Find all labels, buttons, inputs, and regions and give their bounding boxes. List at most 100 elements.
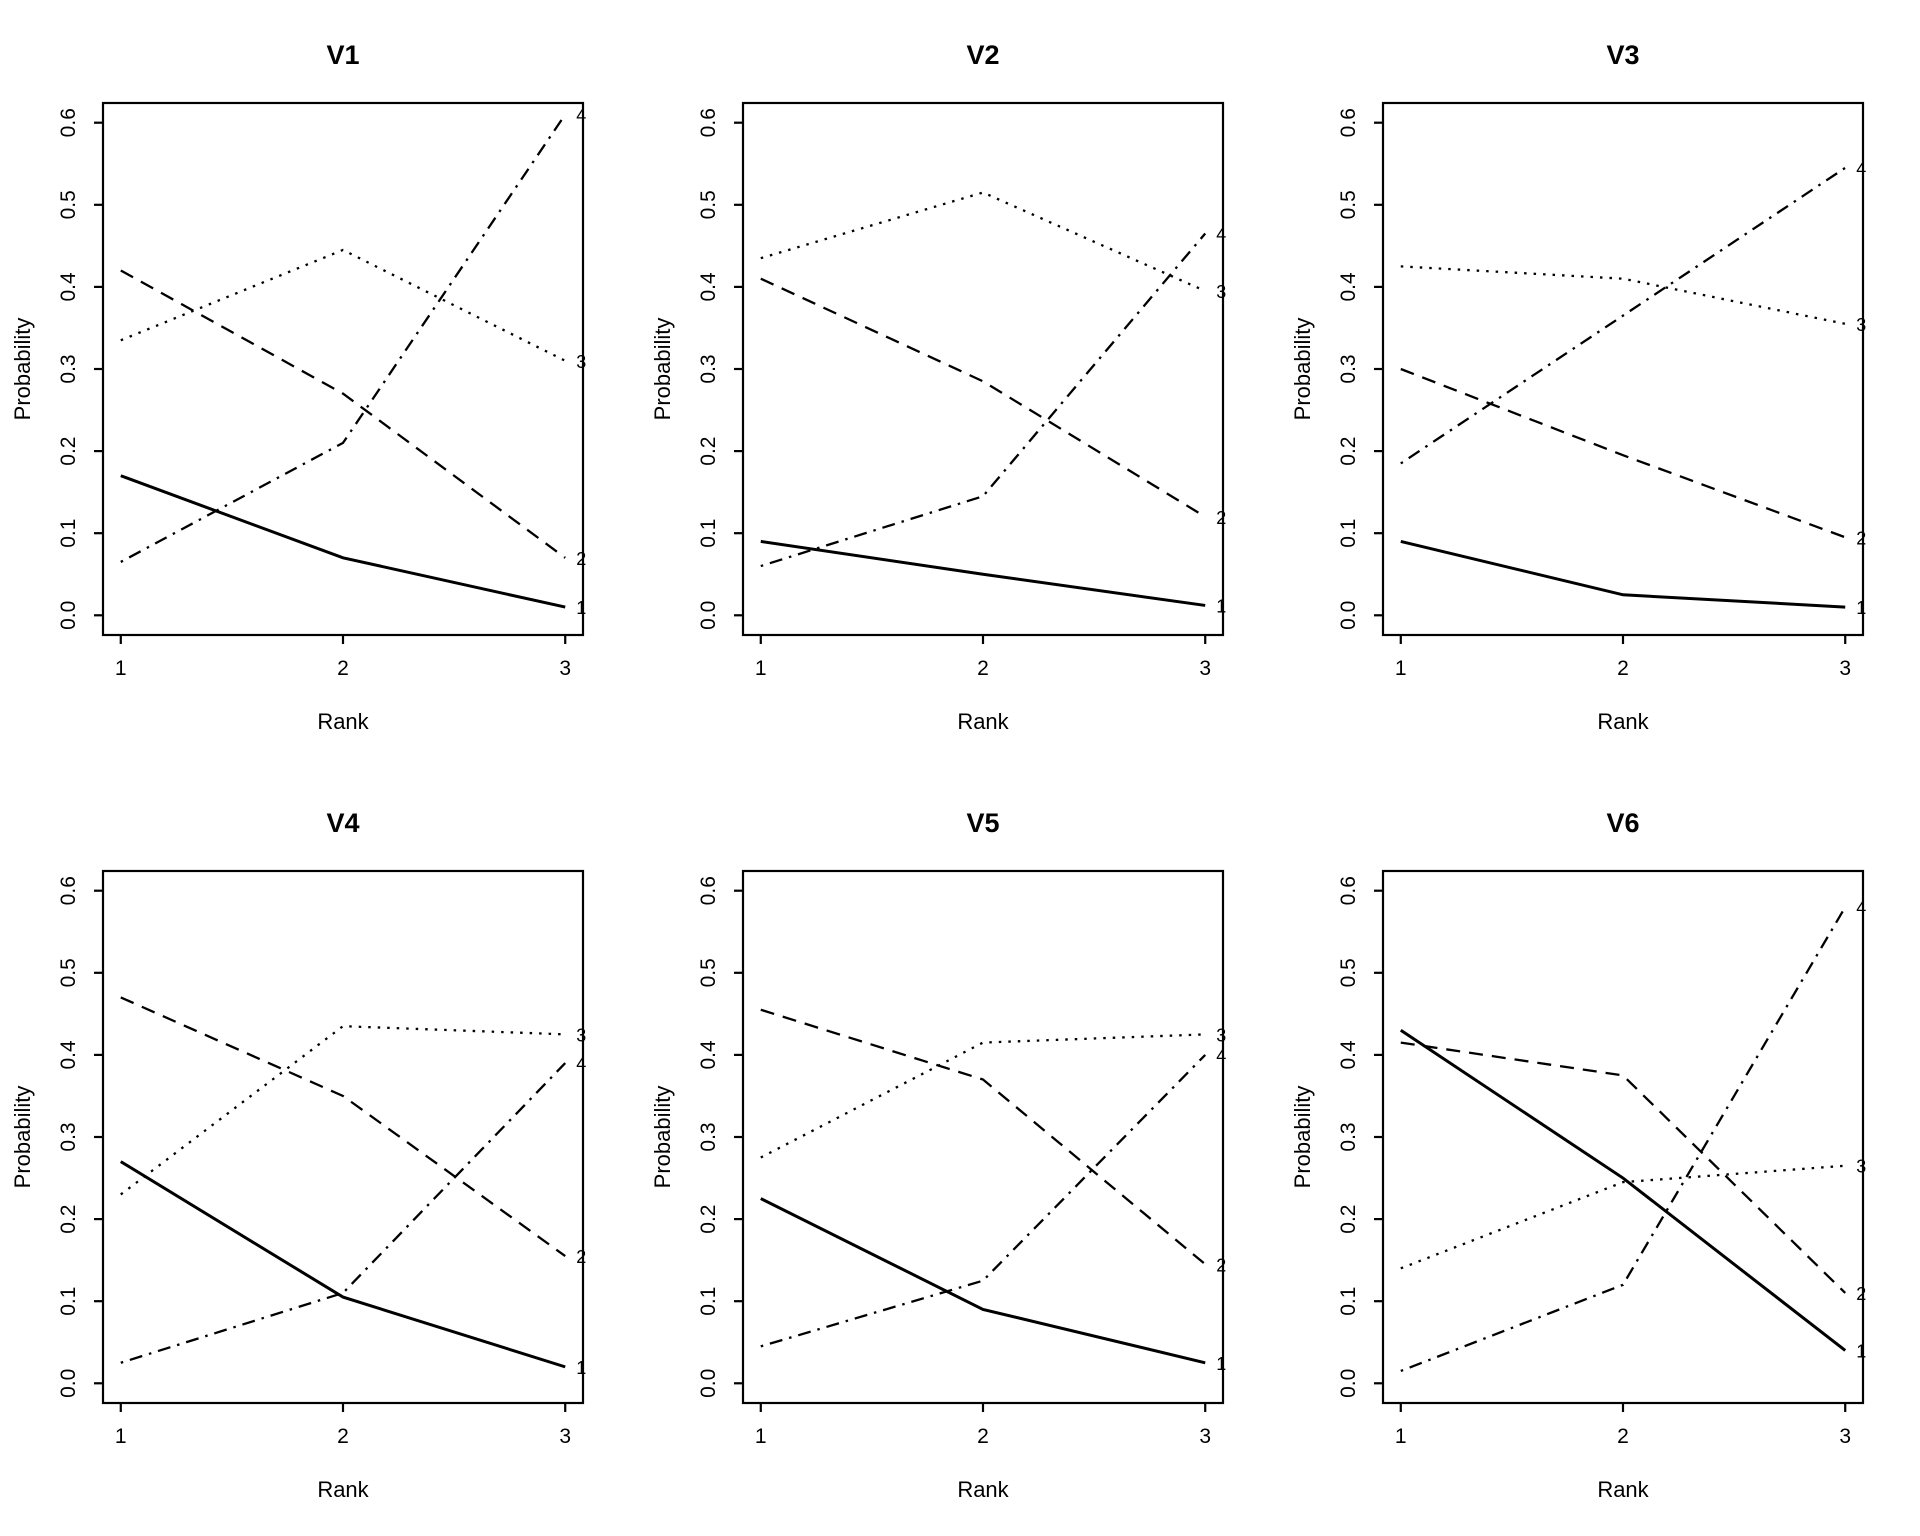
y-axis-label-v2: Probability [650,318,675,421]
x-tick-label-v2-2: 2 [977,657,989,680]
plot-box-v5 [741,869,1225,1405]
series-end-label-v2-2: 2 [1216,508,1226,528]
y-tick-label-v5-0.2: 0.2 [697,1204,720,1233]
chart-title-v4: V4 [326,808,359,838]
y-tick-label-v1-0.6: 0.6 [57,108,80,137]
series-line-v1-1 [120,474,566,609]
series-end-label-v3-1: 1 [1856,598,1866,618]
y-tick-label-v1-0.3: 0.3 [57,354,80,383]
y-tick-label-v2-0.4: 0.4 [697,272,720,302]
x-axis-label-v3: Rank [1597,709,1649,734]
series-end-label-v1-4: 4 [576,105,586,125]
series-end-label-v6-3: 3 [1856,1157,1866,1177]
y-tick-label-v4-0.5: 0.5 [57,958,80,987]
y-tick-label-v4-0.1: 0.1 [57,1287,80,1316]
series-end-label-v5-2: 2 [1216,1255,1226,1275]
y-tick-label-v5-0.1: 0.1 [697,1287,720,1316]
series-end-label-v2-1: 1 [1216,596,1226,616]
series-line-v6-1 [1399,1029,1847,1352]
y-tick-label-v2-0.1: 0.1 [697,519,720,548]
series-line-v3-1 [1400,539,1846,609]
series-line-v6-3 [1400,1164,1846,1270]
chart-title-v5: V5 [966,808,999,838]
series-line-v6-2 [1400,1041,1847,1294]
panel-v4: V4 0.0 0.1 0.2 0.3 0.4 0.5 0.6 1 2 3 Rank Probabilit… [0,768,640,1536]
chart-v6: V6 0.0 0.1 0.2 0.3 0.4 0.5 0.6 1 2 3 Rank Probabilit… [1290,808,1866,1502]
y-axis-label-v5: Probability [650,1086,675,1189]
panel-v3: V3 0.0 0.1 0.2 0.3 0.4 0.5 0.6 1 2 3 Rank Probabilit… [1280,0,1920,768]
series-line-v1-4 [120,113,567,563]
y-tick-label-v5-0.5: 0.5 [697,958,720,987]
y-tick-label-v4-0.6: 0.6 [57,876,80,905]
series-end-label-v4-3: 3 [576,1025,586,1045]
series-line-v4-4 [120,1062,567,1364]
series-end-label-v2-4: 4 [1216,225,1226,245]
y-tick-label-v5-0.0: 0.0 [697,1369,720,1398]
series-line-v6-4 [1400,906,1847,1373]
y-tick-label-v3-0.3: 0.3 [1337,354,1360,383]
series-end-label-v1-1: 1 [576,598,586,618]
y-axis-label-v6: Probability [1290,1086,1315,1189]
x-tick-label-v5-1: 1 [755,1425,767,1448]
y-tick-label-v6-0.0: 0.0 [1337,1369,1360,1398]
series-end-label-v3-2: 2 [1856,528,1866,548]
y-tick-label-v1-0.1: 0.1 [57,519,80,548]
x-tick-label-v4-1: 1 [115,1425,127,1448]
x-tick-label-v1-3: 3 [559,657,571,680]
panel-v1: V1 0.0 0.1 0.2 0.3 0.4 0.5 0.6 1 2 3 Rank Probabilit… [0,0,640,768]
panel-v6: V6 0.0 0.1 0.2 0.3 0.4 0.5 0.6 1 2 3 Rank Probabilit… [1280,768,1920,1536]
x-tick-label-v2-1: 1 [755,657,767,680]
y-tick-label-v6-0.1: 0.1 [1337,1287,1360,1316]
x-tick-label-v4-3: 3 [559,1425,571,1448]
series-line-v3-2 [1400,367,1846,539]
y-tick-label-v2-0.0: 0.0 [697,601,720,630]
panel-v5: V5 0.0 0.1 0.2 0.3 0.4 0.5 0.6 1 2 3 Rank Probabilit… [640,768,1280,1536]
y-tick-label-v4-0.0: 0.0 [57,1369,80,1398]
series-line-v5-1 [760,1197,1206,1365]
series-line-v2-3 [760,191,1206,293]
chart-title-v3: V3 [1606,40,1639,70]
chart-v5: V5 0.0 0.1 0.2 0.3 0.4 0.5 0.6 1 2 3 Rank Probabilit… [650,808,1226,1502]
y-tick-label-v4-0.2: 0.2 [57,1204,80,1233]
series-end-label-v4-4: 4 [576,1054,586,1074]
x-tick-label-v2-3: 3 [1199,657,1211,680]
series-end-label-v6-2: 2 [1856,1284,1866,1304]
series-line-v4-2 [120,996,566,1257]
series-end-label-v5-1: 1 [1216,1354,1226,1374]
y-tick-label-v6-0.3: 0.3 [1337,1122,1360,1151]
y-tick-label-v3-0.2: 0.2 [1337,436,1360,465]
y-tick-label-v2-0.5: 0.5 [697,190,720,219]
chart-v3: V3 0.0 0.1 0.2 0.3 0.4 0.5 0.6 1 2 3 Rank Probabilit… [1290,40,1866,734]
series-line-v1-2 [120,269,566,559]
x-tick-label-v4-2: 2 [337,1425,349,1448]
series-line-v5-2 [760,1008,1206,1266]
series-line-v3-4 [1400,166,1846,465]
y-tick-label-v3-0.4: 0.4 [1337,272,1360,302]
chart-v1: V1 0.0 0.1 0.2 0.3 0.4 0.5 0.6 1 2 3 Rank Probabilit… [10,40,586,734]
chart-v4: V4 0.0 0.1 0.2 0.3 0.4 0.5 0.6 1 2 3 Rank Probabilit… [10,808,586,1502]
x-tick-label-v5-2: 2 [977,1425,989,1448]
plot-box-v4 [101,869,585,1405]
y-axis-label-v4: Probability [10,1086,35,1189]
y-axis-label-v1: Probability [10,318,35,421]
y-tick-label-v4-0.4: 0.4 [57,1040,80,1070]
x-axis-label-v6: Rank [1597,1477,1649,1502]
x-axis-label-v5: Rank [957,1477,1009,1502]
y-tick-label-v3-0.0: 0.0 [1337,601,1360,630]
series-end-label-v4-2: 2 [576,1247,586,1267]
x-tick-label-v3-3: 3 [1839,657,1851,680]
series-end-label-v1-3: 3 [576,352,586,372]
y-tick-label-v5-0.4: 0.4 [697,1040,720,1070]
y-tick-label-v1-0.5: 0.5 [57,190,80,219]
chart-title-v1: V1 [326,40,359,70]
series-line-v2-4 [760,232,1207,568]
x-axis-label-v1: Rank [317,709,369,734]
y-tick-label-v3-0.6: 0.6 [1337,108,1360,137]
x-tick-label-v6-1: 1 [1395,1425,1407,1448]
plot-box-v6 [1381,869,1865,1405]
chart-title-v6: V6 [1606,808,1639,838]
x-tick-label-v3-2: 2 [1617,657,1629,680]
y-tick-label-v5-0.6: 0.6 [697,876,720,905]
chart-v2: V2 0.0 0.1 0.2 0.3 0.4 0.5 0.6 1 2 3 Rank Probabilit… [650,40,1226,734]
y-tick-label-v6-0.6: 0.6 [1337,876,1360,905]
